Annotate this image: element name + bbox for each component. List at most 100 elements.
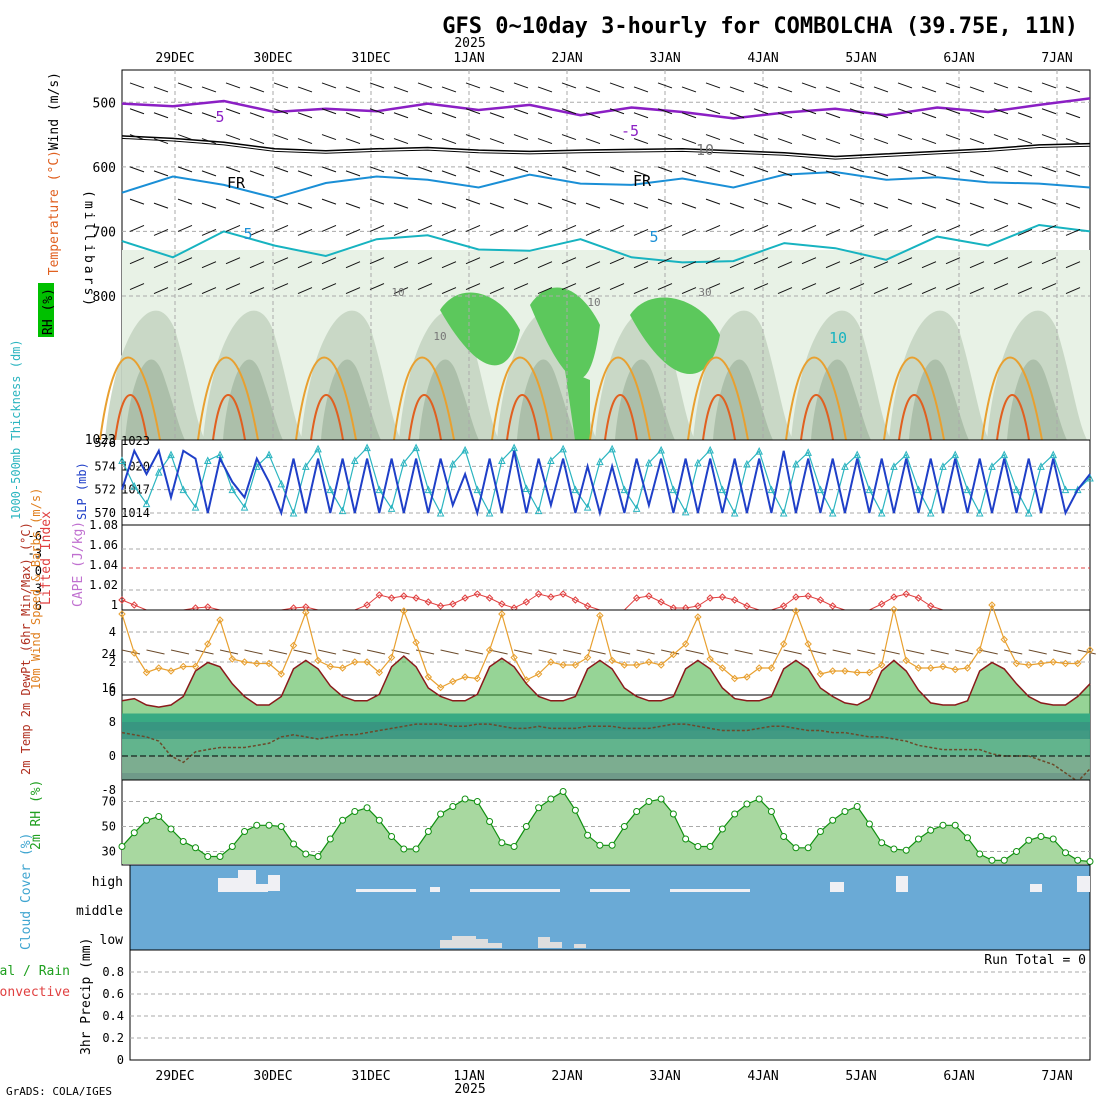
cape-marker xyxy=(461,594,469,602)
rh-marker xyxy=(633,808,641,815)
wind-barb xyxy=(633,170,649,177)
cape-marker xyxy=(927,602,935,610)
wind-barb xyxy=(417,224,433,232)
cape-marker xyxy=(632,594,641,602)
wind-barb xyxy=(225,257,241,265)
wind-barb xyxy=(1017,138,1033,145)
wind-barb xyxy=(225,108,241,115)
lifted-tick-label: -6 xyxy=(28,529,42,543)
thickness-marker xyxy=(1037,462,1045,470)
rh-marker xyxy=(706,843,714,850)
wind-barb xyxy=(849,82,865,89)
rh-marker xyxy=(228,843,236,850)
wind-marker xyxy=(449,677,457,686)
wind-barb xyxy=(801,134,817,141)
cloud-bar-high xyxy=(470,889,560,892)
wind-barb xyxy=(417,198,433,205)
rh-marker xyxy=(510,843,518,850)
wind-barb xyxy=(849,224,865,232)
cape-marker xyxy=(412,594,420,602)
wind-barb xyxy=(633,112,649,119)
wind-barb xyxy=(321,166,337,173)
wind-barb xyxy=(657,198,673,205)
wind-line xyxy=(121,602,1091,689)
wind-marker xyxy=(1061,659,1070,668)
wind-barb xyxy=(777,228,793,236)
wind-marker xyxy=(326,662,335,671)
wind-barb xyxy=(393,287,409,295)
wind-marker xyxy=(265,659,273,668)
wind-barb xyxy=(921,202,937,209)
cape-marker xyxy=(571,596,580,604)
surface-barb xyxy=(906,649,925,655)
cape-marker xyxy=(547,593,555,601)
rh-marker xyxy=(522,823,530,830)
rh-marker xyxy=(1086,858,1094,865)
wind-barb xyxy=(825,228,841,236)
wind-marker xyxy=(865,668,874,677)
wind-barb xyxy=(969,170,985,177)
cloud-bar-high xyxy=(896,876,908,892)
wind-barb xyxy=(753,82,769,89)
surface-barb xyxy=(513,649,533,655)
wind-marker xyxy=(583,653,592,662)
precip-tick-label: 0.8 xyxy=(102,965,124,979)
year-label-bottom: 2025 xyxy=(454,1082,485,1097)
wind-barb xyxy=(801,257,817,265)
wind-barb xyxy=(201,261,217,269)
wind-marker xyxy=(1037,659,1045,668)
rh-marker xyxy=(829,816,837,824)
wind-barb xyxy=(345,261,361,269)
cloud-series: high middle low xyxy=(76,870,1090,948)
wind-barb xyxy=(705,224,721,232)
cloud-bar-low xyxy=(440,940,452,948)
thickness-marker xyxy=(694,458,702,467)
rh-marker xyxy=(767,808,775,815)
wind-barb xyxy=(465,82,481,89)
wind-barb xyxy=(849,283,865,291)
wind-barb xyxy=(1065,228,1081,236)
wind-barb xyxy=(969,202,985,209)
wind-barb xyxy=(609,134,625,141)
wind-barb xyxy=(369,82,385,89)
contour-plus20 xyxy=(702,394,736,441)
wind-barb xyxy=(633,86,649,93)
wind-marker xyxy=(841,667,849,675)
wind-barb xyxy=(297,202,313,209)
surface-barb xyxy=(146,649,165,655)
rh-marker xyxy=(988,856,996,864)
rh-marker xyxy=(1012,848,1020,855)
cape-marker xyxy=(375,591,384,599)
wind-barb xyxy=(825,86,841,93)
wind-marker xyxy=(988,601,996,609)
wind-marker xyxy=(853,668,861,677)
wind-barb xyxy=(153,112,169,119)
wind-barb xyxy=(297,261,313,269)
wind-barb xyxy=(705,166,721,173)
surface-barb xyxy=(1004,649,1023,655)
rh-marker xyxy=(878,839,886,847)
lifted-tick-label: 6 xyxy=(35,599,42,613)
rh-marker xyxy=(853,803,861,810)
wind-barb xyxy=(393,112,409,119)
contour-plus20 xyxy=(114,394,148,441)
contour-minus5 xyxy=(121,97,1091,120)
rh-swatch xyxy=(38,283,54,337)
wind-barb xyxy=(321,134,337,141)
cape-marker xyxy=(694,602,702,610)
precip-tick-label: 0.4 xyxy=(102,1009,124,1023)
cape-marker xyxy=(779,602,788,610)
surface-barb xyxy=(317,649,337,655)
rh-marker xyxy=(363,804,371,812)
date-tick-label-top: 3JAN xyxy=(649,51,680,66)
contour-plus15 xyxy=(687,356,749,441)
temp-area xyxy=(122,656,1090,807)
wind-barb xyxy=(465,224,481,232)
rh-marker xyxy=(1037,833,1045,840)
thickness-marker xyxy=(583,503,592,511)
surface-barb xyxy=(930,649,949,655)
contour-label: 10 xyxy=(391,286,404,299)
wind-barb xyxy=(1017,202,1033,209)
wind-barb xyxy=(1017,170,1033,177)
contour-plus15 xyxy=(99,356,161,441)
